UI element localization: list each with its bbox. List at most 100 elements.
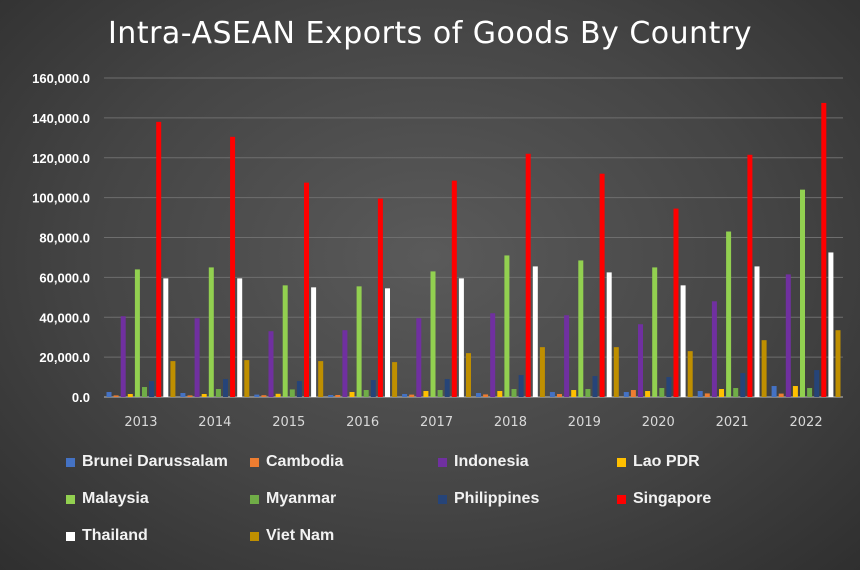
legend-item: Singapore	[617, 489, 711, 509]
bar-lao-pdr-2014	[201, 394, 207, 397]
bar-philippines-2021	[740, 373, 746, 397]
bar-singapore-2021	[747, 154, 753, 397]
bar-viet-nam-2014	[244, 360, 250, 397]
legend-item: Cambodia	[250, 452, 343, 472]
bar-brunei-darussalam-2014	[180, 393, 186, 397]
bar-viet-nam-2021	[761, 340, 767, 397]
bar-indonesia-2022	[785, 274, 791, 397]
bar-malaysia-2017	[430, 271, 436, 397]
bar-philippines-2016	[370, 380, 376, 397]
legend-item: Thailand	[66, 526, 148, 546]
legend-swatch	[250, 531, 259, 541]
x-tick-label: 2013	[124, 415, 157, 430]
bar-singapore-2015	[304, 182, 309, 397]
bar-cambodia-2022	[778, 393, 784, 397]
legend-label: Myanmar	[266, 490, 337, 507]
x-tick-label: 2021	[716, 415, 749, 430]
bar-malaysia-2022	[800, 189, 805, 397]
x-tick-label: 2022	[790, 415, 823, 430]
bar-myanmar-2021	[733, 388, 739, 397]
y-tick-label: 20,000.0	[39, 350, 90, 365]
bar-lao-pdr-2013	[127, 394, 133, 397]
legend-swatch	[438, 494, 447, 504]
bar-philippines-2015	[296, 381, 302, 397]
y-tick-label: 100,000.0	[32, 191, 90, 206]
legend-item: Myanmar	[250, 489, 336, 509]
bar-viet-nam-2013	[170, 361, 176, 397]
y-tick-label: 80,000.0	[39, 231, 90, 246]
bar-cambodia-2019	[557, 394, 562, 397]
bar-malaysia-2019	[578, 260, 584, 397]
bar-malaysia-2015	[282, 285, 288, 397]
legend-item: Philippines	[438, 489, 539, 509]
bar-thailand-2019	[606, 272, 612, 397]
bar-philippines-2017	[444, 379, 450, 397]
bar-singapore-2022	[821, 102, 827, 398]
x-tick-label: 2018	[494, 415, 527, 430]
bar-myanmar-2017	[437, 390, 443, 397]
bar-viet-nam-2022	[835, 330, 841, 397]
bar-indonesia-2020	[638, 324, 643, 397]
bar-cambodia-2017	[409, 394, 415, 397]
legend-swatch	[250, 494, 259, 504]
bar-indonesia-2016	[342, 330, 348, 397]
bar-philippines-2018	[518, 375, 524, 397]
bar-lao-pdr-2020	[645, 391, 651, 397]
bar-thailand-2016	[385, 288, 390, 397]
bars	[106, 102, 841, 398]
bar-malaysia-2016	[356, 286, 362, 397]
bar-philippines-2020	[666, 377, 672, 397]
legend-item: Lao PDR	[617, 452, 700, 472]
bar-cambodia-2015	[261, 395, 267, 397]
bar-indonesia-2017	[416, 318, 422, 397]
bar-malaysia-2020	[652, 267, 658, 397]
bar-lao-pdr-2021	[719, 389, 724, 397]
bar-viet-nam-2017	[466, 353, 471, 397]
legend-swatch	[66, 494, 75, 504]
bar-cambodia-2020	[630, 390, 636, 397]
bar-singapore-2018	[525, 153, 531, 397]
bar-myanmar-2019	[585, 389, 591, 397]
legend-label: Lao PDR	[633, 453, 700, 470]
bar-indonesia-2018	[490, 313, 496, 397]
bar-lao-pdr-2016	[349, 392, 355, 397]
bar-viet-nam-2015	[318, 361, 324, 397]
bar-brunei-darussalam-2019	[549, 392, 555, 397]
bar-lao-pdr-2015	[275, 393, 281, 397]
bar-myanmar-2016	[363, 390, 369, 397]
bar-philippines-2019	[592, 376, 598, 397]
bar-singapore-2013	[156, 121, 162, 398]
y-tick-label: 60,000.0	[39, 270, 90, 285]
bar-philippines-2014	[223, 379, 228, 397]
bar-indonesia-2013	[120, 316, 126, 397]
bar-viet-nam-2019	[613, 347, 619, 397]
y-tick-label: 40,000.0	[39, 310, 90, 325]
bar-singapore-2017	[451, 180, 457, 397]
legend-swatch	[250, 457, 259, 467]
bar-singapore-2016	[377, 198, 383, 397]
bar-thailand-2022	[828, 252, 834, 397]
bar-lao-pdr-2022	[792, 386, 798, 397]
bar-indonesia-2015	[268, 331, 274, 397]
bar-thailand-2018	[532, 266, 538, 397]
bar-brunei-darussalam-2022	[771, 386, 777, 397]
bar-cambodia-2016	[335, 395, 341, 397]
bar-brunei-darussalam-2017	[402, 394, 408, 397]
bar-malaysia-2018	[504, 255, 510, 397]
x-tick-label: 2016	[346, 415, 379, 430]
bar-myanmar-2015	[289, 389, 295, 397]
legend-swatch	[438, 457, 447, 467]
bar-viet-nam-2020	[687, 351, 693, 397]
bar-viet-nam-2018	[539, 347, 545, 397]
bar-malaysia-2014	[208, 267, 214, 397]
bar-thailand-2020	[680, 285, 686, 397]
x-tick-label: 2015	[272, 415, 305, 430]
legend-swatch	[617, 457, 626, 467]
bar-philippines-2013	[149, 381, 155, 397]
bar-brunei-darussalam-2020	[623, 392, 629, 397]
bar-myanmar-2022	[807, 388, 813, 397]
bar-cambodia-2018	[483, 394, 489, 397]
y-tick-label: 140,000.0	[32, 111, 90, 126]
bar-indonesia-2014	[194, 318, 200, 397]
